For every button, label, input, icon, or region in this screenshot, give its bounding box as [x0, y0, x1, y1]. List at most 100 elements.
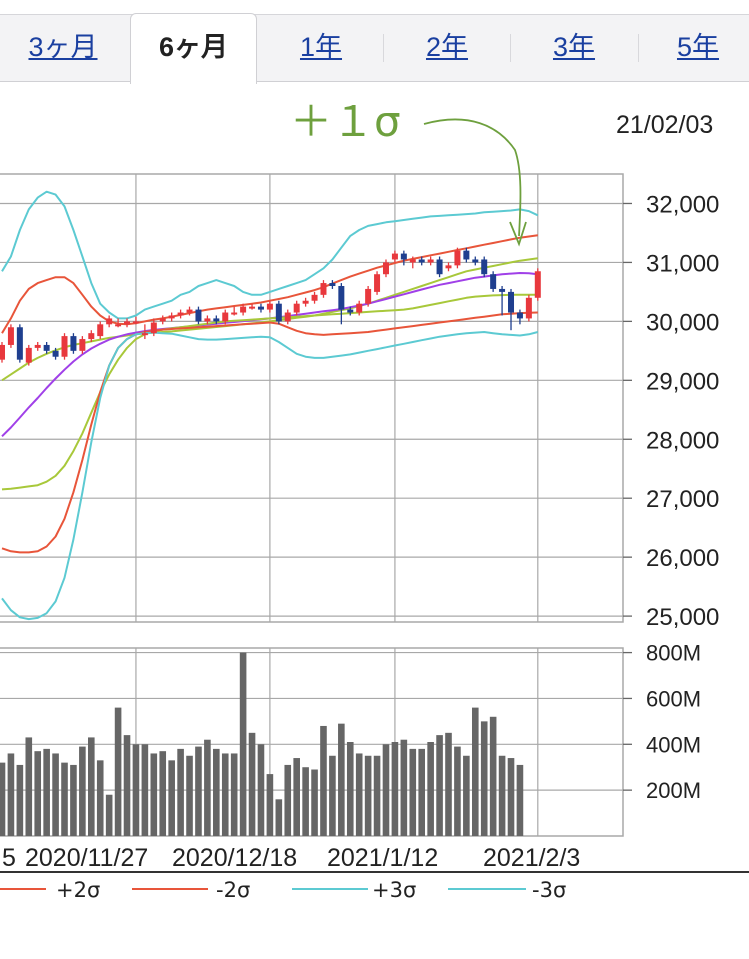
volume-bar	[0, 762, 6, 836]
volume-bar	[132, 744, 140, 836]
candlestick	[400, 250, 407, 266]
volume-bar	[445, 732, 452, 836]
volume-bar	[338, 723, 345, 836]
candle-body	[52, 350, 59, 357]
candle-body	[106, 318, 113, 325]
candlestick	[231, 306, 238, 316]
candle-body	[400, 253, 407, 260]
period-tabs: 3ヶ月 6ヶ月 1年 2年 3年 5年	[0, 0, 749, 84]
candle-body	[293, 303, 300, 313]
candle-body	[257, 306, 264, 310]
tab-1-year[interactable]: 1年	[299, 32, 343, 62]
candle-body	[88, 333, 95, 340]
candlestick	[472, 256, 479, 266]
plus-2-sigma-line	[1, 234, 538, 334]
candlestick	[0, 342, 5, 363]
candle-body	[329, 283, 336, 286]
tab-6-months[interactable]: 6ヶ月	[130, 13, 257, 84]
candle-body	[141, 333, 148, 336]
candlestick	[463, 247, 470, 263]
legend-label: -2σ	[216, 878, 250, 902]
candle-body	[266, 303, 273, 310]
candlestick	[88, 330, 95, 342]
price-y-tick-label: 25,000	[646, 604, 719, 631]
volume-bar	[213, 748, 220, 836]
tab-bar-background	[0, 14, 749, 82]
plus-3-sigma-line	[1, 190, 539, 320]
annotation-arrow-line	[423, 118, 522, 237]
volume-bar	[204, 739, 211, 836]
volume-bar	[96, 760, 104, 836]
tab-5-years[interactable]: 5年	[676, 32, 720, 62]
volume-bar	[454, 746, 461, 836]
candle-body	[391, 253, 398, 260]
price-y-tick-label: 26,000	[646, 545, 719, 572]
candlestick	[356, 300, 363, 316]
candle-body	[525, 297, 532, 319]
x-tick-label: 2021/1/12	[327, 844, 438, 872]
candle-body	[302, 300, 309, 304]
candlestick	[311, 291, 318, 304]
price-plot-frame	[0, 173, 624, 623]
candle-body	[240, 306, 247, 313]
volume-plot-frame	[0, 647, 624, 837]
candlestick	[150, 318, 157, 337]
price-y-tick-label: 28,000	[646, 427, 719, 454]
candle-body	[25, 347, 32, 363]
minus-2-sigma-line	[1, 311, 538, 554]
candle-body	[356, 303, 363, 313]
tab-3-months[interactable]: 3ヶ月	[28, 32, 98, 62]
volume-bar	[186, 755, 193, 836]
candlestick	[177, 309, 184, 319]
candlestick	[52, 347, 59, 360]
legend-label: +3σ	[372, 878, 416, 902]
volume-bar	[498, 755, 506, 836]
candlestick	[34, 342, 41, 351]
candlestick	[293, 300, 300, 316]
candlestick	[275, 300, 282, 325]
legend-label: -3σ	[532, 878, 566, 902]
x-tick-label: 2020/11/27	[25, 844, 148, 872]
minus-3-sigma-line	[1, 331, 539, 621]
candle-body	[115, 324, 122, 327]
candle-body	[159, 318, 166, 322]
candle-body	[490, 274, 497, 289]
volume-bar	[427, 742, 434, 836]
candle-body	[168, 315, 175, 319]
candle-body	[463, 250, 470, 260]
candlestick	[7, 324, 14, 348]
volume-y-axis: 200M 400M 600M 800M	[623, 641, 701, 803]
candlestick	[132, 316, 139, 325]
candle-body	[347, 309, 354, 313]
candlestick	[266, 300, 273, 313]
candle-body	[150, 322, 157, 334]
candle-body	[508, 291, 515, 313]
candlestick	[302, 297, 309, 307]
candlestick	[222, 309, 229, 325]
candle-body	[186, 309, 193, 313]
volume-bar	[221, 753, 229, 836]
volume-bar	[400, 739, 408, 836]
candle-body	[34, 344, 41, 348]
candlestick	[249, 303, 256, 310]
candle-body	[0, 344, 5, 360]
candlestick	[79, 336, 86, 354]
tab-2-years[interactable]: 2年	[425, 32, 469, 62]
volume-bar	[436, 735, 443, 836]
candlestick	[374, 271, 381, 295]
candlestick	[204, 315, 211, 325]
candlestick	[454, 247, 461, 269]
x-tick-label: 2020/12/18	[172, 844, 297, 872]
volume-bar	[61, 762, 68, 836]
candle-body	[409, 259, 416, 263]
candlestick	[382, 259, 389, 278]
volume-bar	[489, 716, 497, 836]
volume-bar	[105, 794, 113, 836]
volume-bar	[391, 742, 399, 836]
volume-bar	[284, 764, 292, 836]
price-y-axis: 25,000 26,000 27,000 28,000 29,000 30,000 31,0…	[623, 191, 719, 631]
tab-3-years[interactable]: 3年	[552, 32, 596, 62]
volume-bar	[382, 744, 390, 836]
candle-body	[61, 336, 68, 357]
candle-body	[499, 288, 506, 292]
